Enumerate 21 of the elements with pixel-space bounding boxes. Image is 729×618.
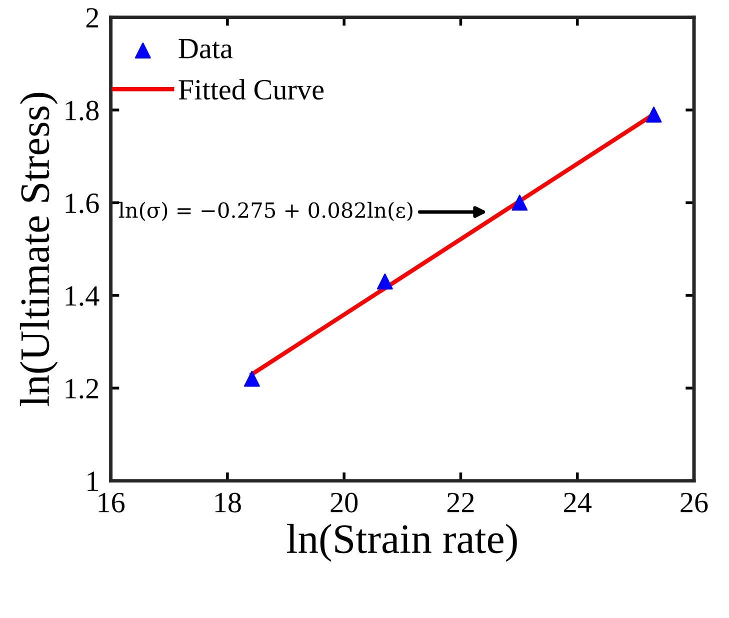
x-axis-title: ln(Strain rate) [286,524,517,562]
y-axis-title: ln(Ultimate Stress) [20,92,58,406]
point [244,370,260,387]
point [512,194,528,211]
y-tick-label: 1.2 [66,378,98,399]
y-tick-label: 2 [86,8,98,28]
x-tick-label: 22 [447,492,474,512]
y-tick-label: 1.6 [66,194,99,214]
x-tick-label: 16 [98,492,125,512]
x-tick-label: 24 [564,492,592,512]
point [376,274,393,290]
legend-label: Fitted Curve [178,79,324,100]
x-tick-label: 18 [215,492,241,512]
y-tick-label: 1.4 [66,286,100,306]
point [646,106,662,123]
y-tick-label: 1 [88,472,98,491]
legend-label: Data [178,39,233,58]
annotation: ln(σ) = −0.275 + 0.082ln(ε) [118,202,412,221]
y-tick-label: 1.8 [66,100,99,121]
x-tick-label: 26 [680,492,708,512]
x-tick-label: 20 [330,492,358,512]
